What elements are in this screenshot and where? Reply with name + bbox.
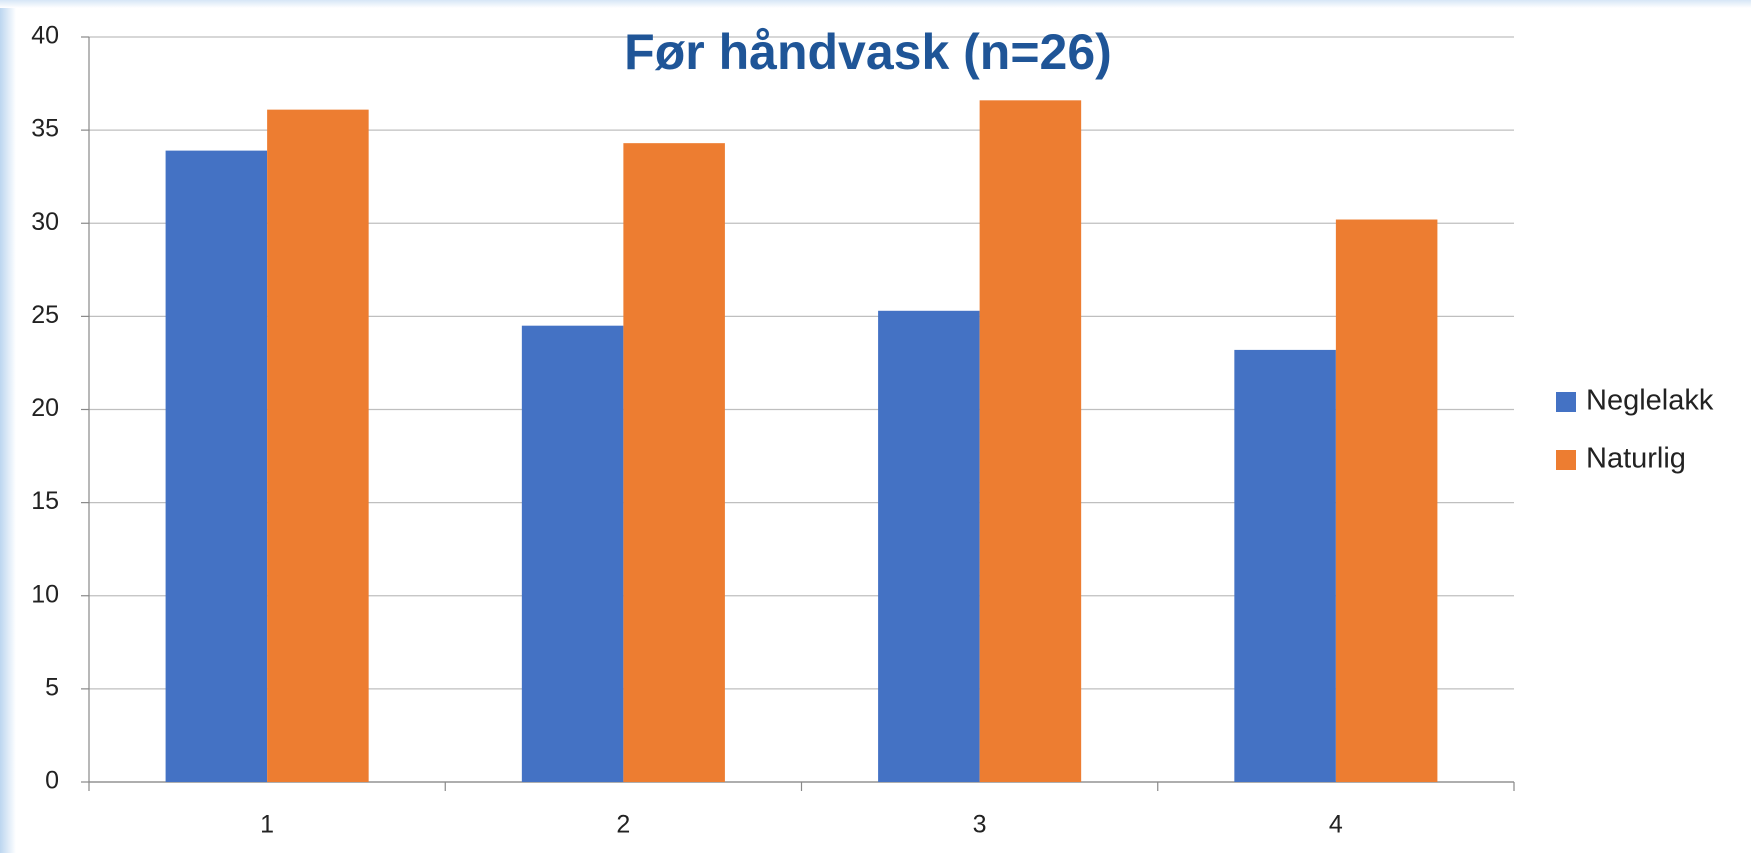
plot: 0 5 10 15 20 25 30 35 40 1 2 3 4 Neglelakk Naturlig <box>31 22 1714 839</box>
y-tick-label: 25 <box>31 301 59 329</box>
bar <box>623 143 725 783</box>
y-tick-label: 30 <box>31 208 59 236</box>
edge-left <box>0 0 16 853</box>
x-tick-label: 2 <box>616 811 630 839</box>
legend-swatch <box>1556 450 1576 470</box>
chart-title: Før håndvask (n=26) <box>624 24 1112 80</box>
y-tick-label: 0 <box>45 767 59 795</box>
x-tick-label: 3 <box>973 811 987 839</box>
y-tick-label: 20 <box>31 394 59 422</box>
y-tick-label: 15 <box>31 487 59 515</box>
bar <box>165 150 268 783</box>
x-tick-label: 1 <box>260 811 274 839</box>
bar <box>878 310 980 782</box>
bar <box>267 109 369 782</box>
y-tick-label: 40 <box>31 22 59 50</box>
x-tick-label: 4 <box>1329 811 1343 839</box>
legend-swatch <box>1556 392 1576 412</box>
bar <box>1335 219 1438 782</box>
bar <box>1234 349 1336 782</box>
legend-label: Naturlig <box>1586 443 1686 475</box>
y-tick-label: 10 <box>31 580 59 608</box>
bar <box>979 100 1082 782</box>
y-tick-label: 35 <box>31 115 59 143</box>
bar <box>521 325 624 782</box>
legend-label: Neglelakk <box>1586 385 1714 417</box>
y-tick-label: 5 <box>45 673 59 701</box>
edge-top <box>0 0 1751 8</box>
